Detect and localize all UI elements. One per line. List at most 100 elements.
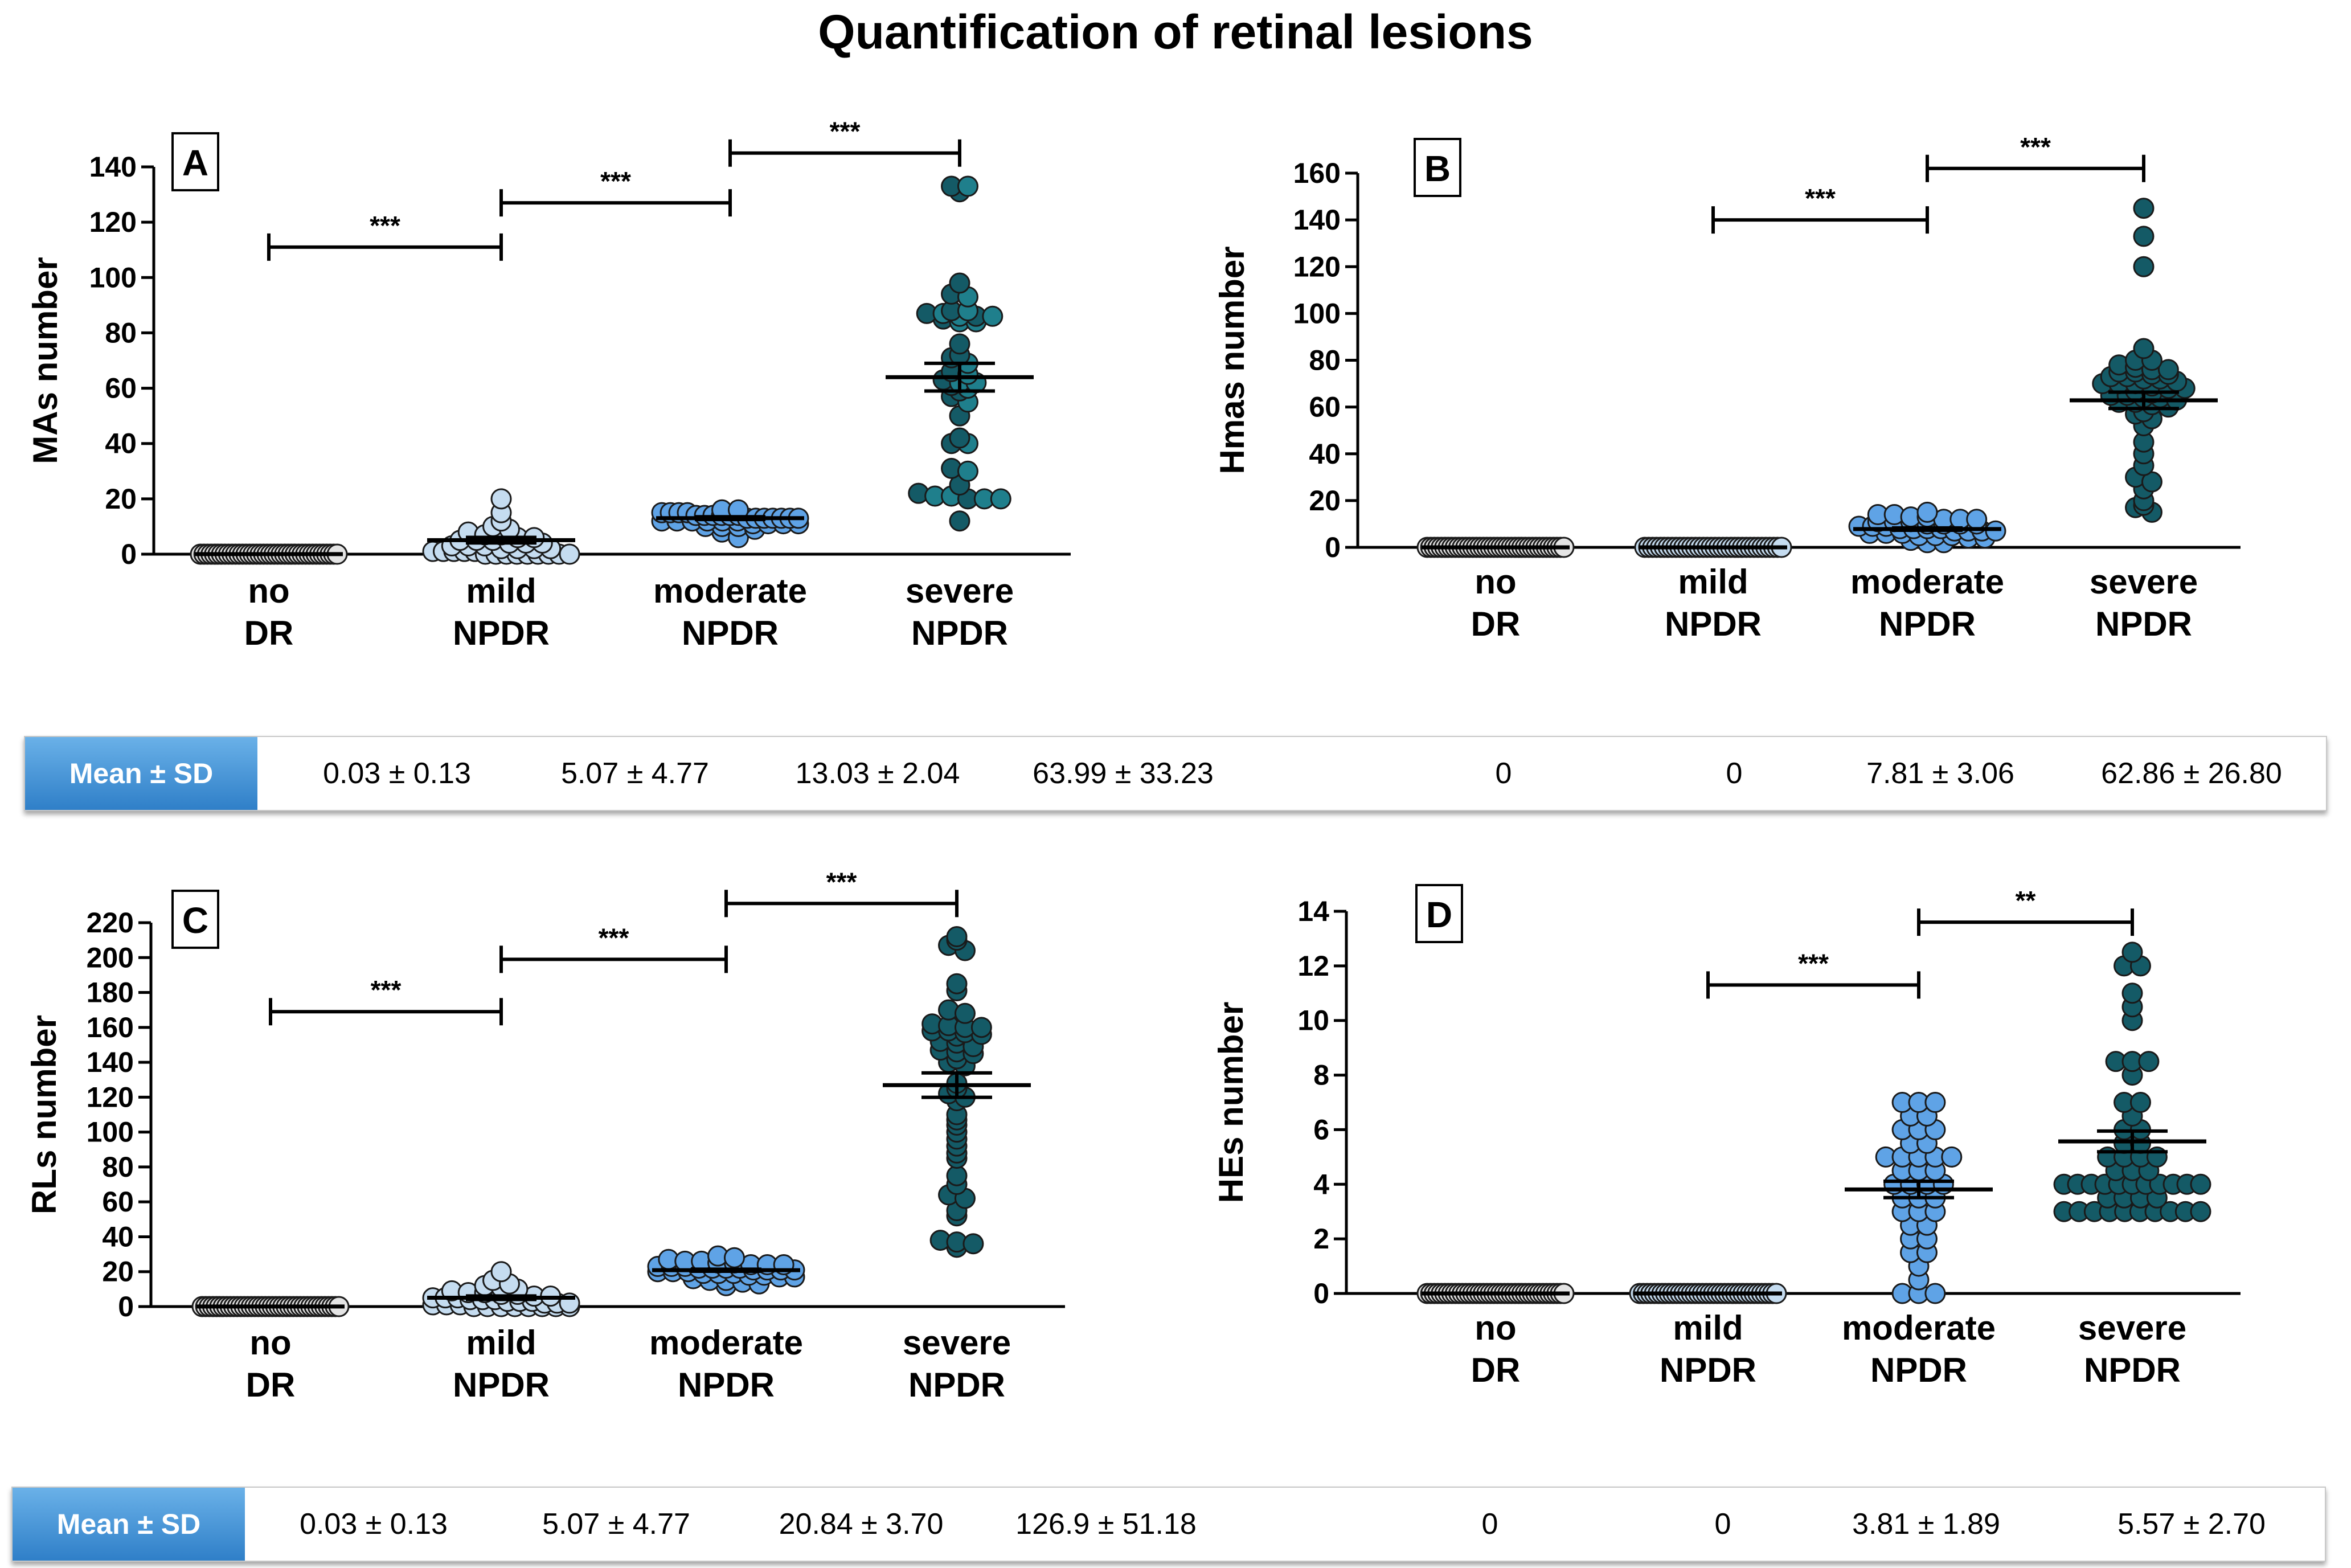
category-label-d: DR: [1471, 1351, 1521, 1389]
category-label-c: NPDR: [678, 1366, 775, 1404]
chart-panel-b: 0 20 40 60 80 100 120 140 160 Hmas number Bno DR mil…: [1213, 132, 2241, 643]
data-point-d-severe-npdr: [2190, 1173, 2211, 1195]
data-point-d-severe-npdr: [2190, 1201, 2211, 1222]
panel-letter-d: D: [1426, 894, 1452, 935]
category-label-c: no: [249, 1324, 291, 1362]
y-tick-label-d: 2: [1313, 1223, 1329, 1255]
panel-letter-box-d: [1415, 884, 1463, 943]
panel-letter-c: C: [182, 900, 208, 941]
panel-letter-box-a: [171, 132, 219, 191]
y-tick-label-a: 120: [89, 206, 137, 238]
category-label-c: DR: [246, 1366, 296, 1404]
data-point-a-severe-npdr: [949, 333, 970, 355]
y-tick-label-b: 20: [1309, 485, 1341, 517]
y-tick-label-a: 60: [105, 372, 137, 404]
y-tick-label-b: 100: [1293, 297, 1341, 329]
data-point-b-moderate-npdr: [1916, 501, 1938, 523]
y-tick-label-c: 120: [87, 1081, 134, 1113]
category-label-a: NPDR: [682, 614, 779, 652]
data-point-a-severe-npdr: [957, 460, 978, 482]
significance-label-d: ***: [1798, 948, 1829, 978]
stat-b-mild: 0: [1726, 757, 1743, 790]
category-label-b: moderate: [1850, 563, 2004, 601]
y-tick-label-a: 0: [121, 538, 137, 570]
y-tick-label-b: 0: [1325, 531, 1341, 563]
stat-c-no-dr: 0.03 ± 0.13: [300, 1508, 448, 1541]
data-point-a-severe-npdr: [949, 427, 970, 449]
stat-b-severe: 62.86 ± 26.80: [2101, 757, 2282, 790]
stat-c-severe: 126.9 ± 51.18: [1015, 1508, 1197, 1541]
stat-d-severe: 5.57 ± 2.70: [2117, 1508, 2266, 1541]
category-label-a: no: [248, 572, 289, 610]
significance-label-c: ***: [599, 923, 629, 952]
y-axis-label-d: HEs number: [1212, 1002, 1250, 1203]
y-tick-label-c: 60: [102, 1186, 134, 1218]
category-label-a: NPDR: [911, 614, 1008, 652]
data-point-b-severe-npdr: [2133, 256, 2155, 277]
category-label-c: moderate: [649, 1324, 803, 1362]
y-tick-label-d: 8: [1313, 1059, 1329, 1091]
y-tick-label-a: 40: [105, 428, 137, 460]
y-tick-label-d: 12: [1297, 950, 1329, 982]
significance-label-a: ***: [600, 166, 631, 196]
category-label-b: no: [1475, 563, 1516, 601]
y-tick-label-d: 6: [1313, 1113, 1329, 1145]
y-tick-label-c: 220: [87, 907, 134, 939]
significance-label-a: ***: [830, 117, 861, 146]
mean-sd-header: Mean ± SD: [25, 737, 257, 810]
y-axis-label-b: Hmas number: [1213, 246, 1251, 474]
y-tick-label-d: 10: [1297, 1005, 1329, 1037]
category-label-c: NPDR: [453, 1366, 550, 1404]
y-tick-label-c: 160: [87, 1012, 134, 1043]
category-label-c: severe: [903, 1324, 1011, 1362]
data-point-a-severe-npdr: [982, 305, 1004, 327]
significance-label-b: ***: [1805, 183, 1836, 213]
significance-label-b: ***: [2020, 132, 2051, 162]
data-point-a-mild-npdr: [490, 488, 512, 510]
category-label-a: NPDR: [453, 614, 550, 652]
data-point-b-severe-npdr: [2141, 471, 2162, 493]
data-point-d-moderate-npdr: [1941, 1146, 1963, 1168]
category-label-b: mild: [1678, 563, 1748, 601]
y-tick-label-c: 0: [118, 1291, 134, 1323]
data-point-a-severe-npdr: [949, 510, 970, 532]
category-label-d: NPDR: [1660, 1351, 1756, 1389]
category-label-a: mild: [466, 572, 536, 610]
y-tick-label-b: 120: [1293, 251, 1341, 283]
significance-label-d: **: [2016, 886, 2036, 915]
y-axis-label-a: MAs number: [26, 257, 64, 464]
panel-letter-b: B: [1424, 148, 1451, 189]
y-tick-label-b: 80: [1309, 345, 1341, 376]
stats-bar-top: Mean ± SD 0.03 ± 0.13 5.07 ± 4.77 13.03 …: [24, 736, 2327, 811]
y-tick-label-a: 20: [105, 483, 137, 515]
y-tick-label-a: 80: [105, 317, 137, 349]
category-label-b: NPDR: [1879, 605, 1976, 643]
category-label-d: no: [1475, 1309, 1516, 1347]
data-point-c-severe-npdr: [970, 1017, 992, 1038]
y-tick-label-d: 4: [1313, 1168, 1329, 1200]
panel-letter-box-c: [171, 890, 219, 949]
data-point-a-mild-npdr: [559, 543, 580, 565]
stat-c-moderate: 20.84 ± 3.70: [779, 1508, 944, 1541]
category-label-d: mild: [1673, 1309, 1743, 1347]
y-axis-label-c: RLs number: [25, 1015, 63, 1214]
y-tick-label-b: 140: [1293, 204, 1341, 236]
significance-label-c: ***: [371, 975, 402, 1005]
stats-bar-bottom: Mean ± SD 0.03 ± 0.13 5.07 ± 4.77 20.84 …: [11, 1487, 2326, 1562]
y-tick-label-a: 100: [89, 261, 137, 293]
y-tick-label-c: 200: [87, 941, 134, 973]
data-point-c-severe-npdr: [946, 926, 968, 948]
category-label-a: DR: [244, 614, 294, 652]
y-tick-label-b: 40: [1309, 438, 1341, 470]
data-point-a-severe-npdr: [957, 175, 978, 197]
category-label-b: NPDR: [2095, 605, 2192, 643]
stat-a-no-dr: 0.03 ± 0.13: [323, 757, 471, 790]
y-tick-label-d: 14: [1297, 895, 1329, 927]
category-label-b: NPDR: [1665, 605, 1762, 643]
data-point-c-severe-npdr: [946, 973, 968, 994]
category-label-b: DR: [1471, 605, 1521, 643]
data-point-a-severe-npdr: [990, 488, 1011, 510]
y-tick-label-c: 40: [102, 1221, 134, 1252]
stat-a-mild: 5.07 ± 4.77: [561, 757, 709, 790]
data-point-c-severe-npdr: [962, 1233, 984, 1255]
